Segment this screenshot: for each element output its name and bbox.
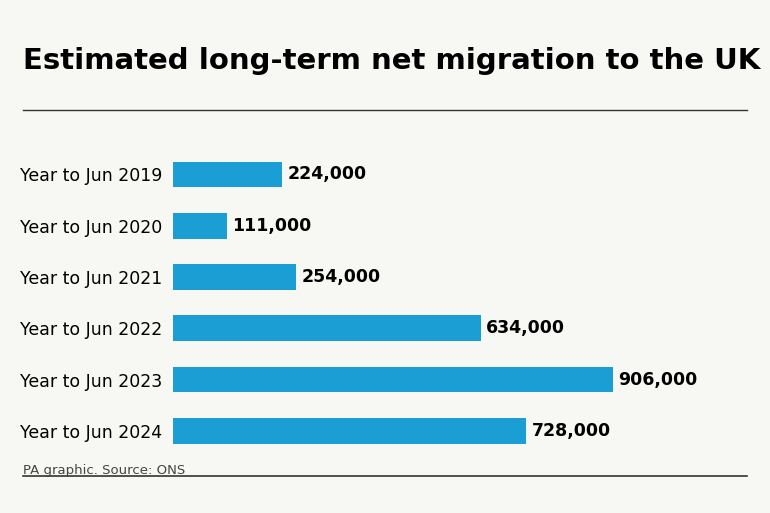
Text: 634,000: 634,000 — [486, 319, 565, 338]
Bar — [173, 162, 282, 187]
Text: 906,000: 906,000 — [618, 370, 698, 389]
Bar — [173, 367, 613, 392]
Text: PA graphic. Source: ONS: PA graphic. Source: ONS — [23, 464, 186, 477]
Bar — [173, 418, 527, 444]
Text: 728,000: 728,000 — [532, 422, 611, 440]
Text: Estimated long-term net migration to the UK: Estimated long-term net migration to the… — [23, 47, 760, 75]
Text: 254,000: 254,000 — [302, 268, 381, 286]
Bar — [173, 264, 296, 290]
Bar — [173, 213, 227, 239]
Bar — [173, 315, 480, 341]
Text: 224,000: 224,000 — [287, 165, 367, 184]
Text: 111,000: 111,000 — [233, 216, 312, 235]
